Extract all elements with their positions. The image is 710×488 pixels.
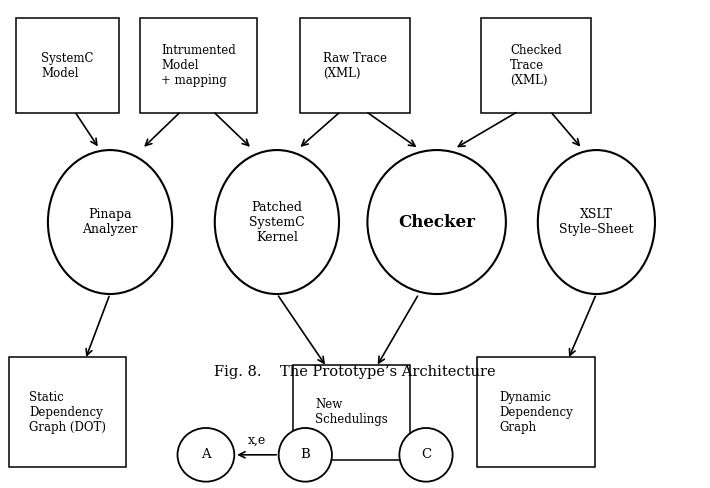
Text: XSLT
Style–Sheet: XSLT Style–Sheet (559, 208, 633, 236)
Text: C: C (421, 448, 431, 461)
FancyBboxPatch shape (141, 19, 258, 114)
Text: Fig. 8.    The Prototype’s Architecture: Fig. 8. The Prototype’s Architecture (214, 365, 496, 379)
Text: Intrumented
Model
+ mapping: Intrumented Model + mapping (161, 44, 236, 87)
Ellipse shape (368, 150, 506, 294)
FancyBboxPatch shape (300, 19, 410, 114)
Ellipse shape (178, 428, 234, 482)
Text: Dynamic
Dependency
Graph: Dynamic Dependency Graph (499, 391, 573, 434)
Ellipse shape (399, 428, 453, 482)
Ellipse shape (538, 150, 655, 294)
Text: Pinapa
Analyzer: Pinapa Analyzer (82, 208, 138, 236)
FancyBboxPatch shape (9, 357, 126, 468)
FancyBboxPatch shape (481, 19, 591, 114)
Text: B: B (300, 448, 310, 461)
Ellipse shape (48, 150, 172, 294)
Text: New
Schedulings: New Schedulings (315, 398, 388, 427)
Text: A: A (201, 448, 211, 461)
Text: Patched
SystemC
Kernel: Patched SystemC Kernel (249, 201, 305, 244)
Text: Checked
Trace
(XML): Checked Trace (XML) (510, 44, 562, 87)
Text: SystemC
Model: SystemC Model (41, 52, 94, 80)
FancyBboxPatch shape (477, 357, 595, 468)
Text: Static
Dependency
Graph (DOT): Static Dependency Graph (DOT) (29, 391, 106, 434)
Text: Raw Trace
(XML): Raw Trace (XML) (323, 52, 387, 80)
FancyBboxPatch shape (16, 19, 119, 114)
Text: x,e: x,e (248, 434, 266, 447)
Ellipse shape (215, 150, 339, 294)
Ellipse shape (278, 428, 332, 482)
FancyBboxPatch shape (293, 365, 410, 460)
Text: Checker: Checker (398, 214, 475, 230)
